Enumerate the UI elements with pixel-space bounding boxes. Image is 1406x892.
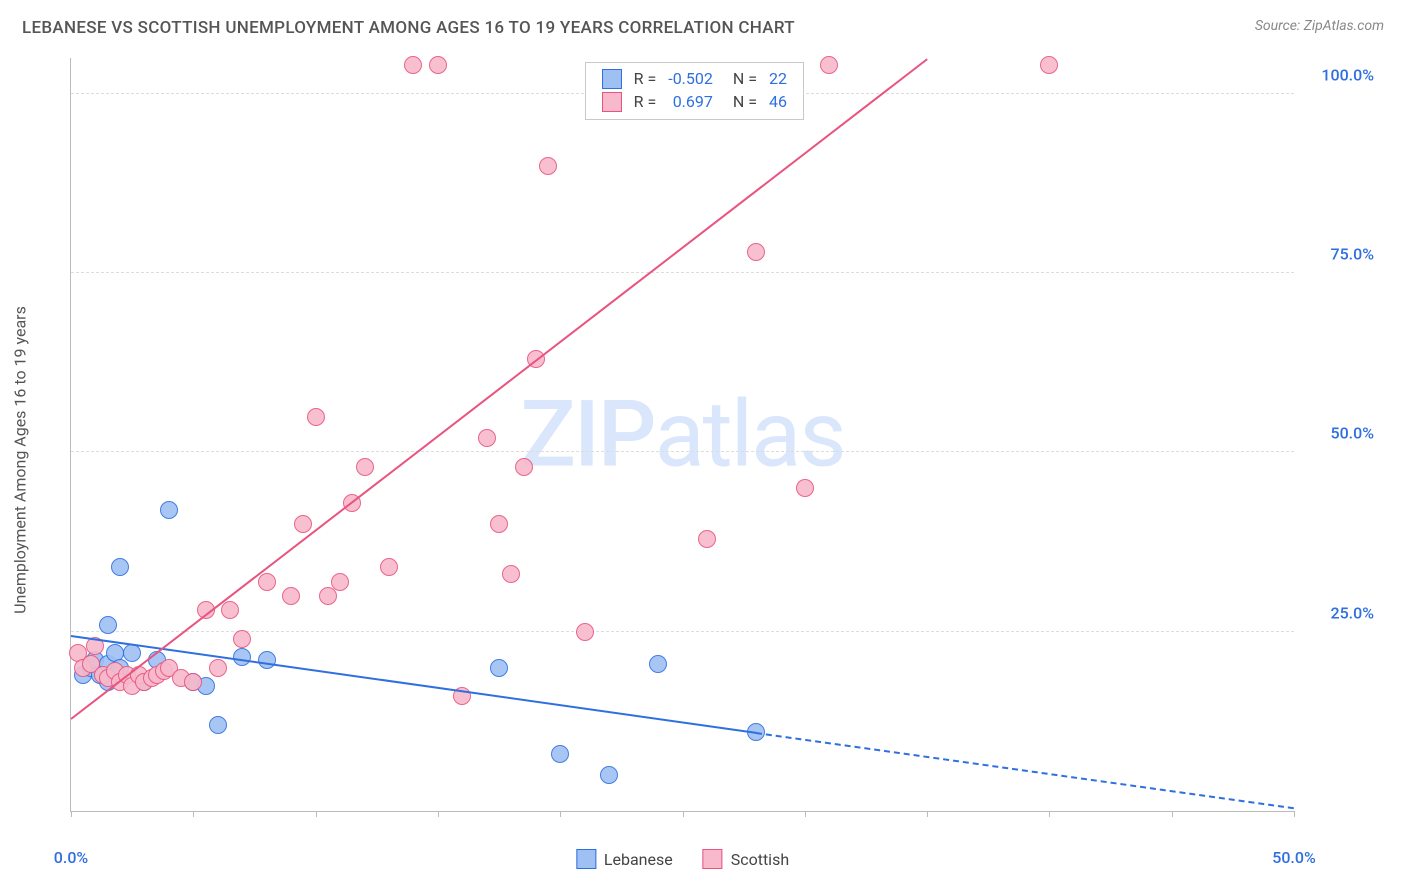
x-tick [71, 811, 72, 817]
data-point [820, 56, 838, 74]
data-point [258, 651, 276, 669]
watermark-zip: ZIP [520, 381, 654, 488]
data-point [490, 659, 508, 677]
data-point [282, 587, 300, 605]
data-point [380, 558, 398, 576]
data-point [796, 479, 814, 497]
legend-swatch [576, 849, 596, 869]
x-tick [1172, 811, 1173, 817]
legend-r-label: R = [628, 67, 663, 90]
trend-line [70, 58, 927, 719]
data-point [294, 515, 312, 533]
data-point [258, 573, 276, 591]
legend-n-label: N = [719, 67, 763, 90]
data-point [576, 623, 594, 641]
x-tick [438, 811, 439, 817]
legend-n-value: 22 [763, 67, 793, 90]
data-point [209, 659, 227, 677]
legend-item: Scottish [703, 849, 789, 869]
x-tick [1294, 811, 1295, 817]
data-point [747, 243, 765, 261]
y-tick-label: 100.0% [1304, 65, 1374, 84]
legend-swatch [602, 69, 622, 89]
y-axis-label: Unemployment Among Ages 16 to 19 years [11, 306, 30, 614]
data-point [319, 587, 337, 605]
data-point [1040, 56, 1058, 74]
data-point [429, 56, 447, 74]
gridline [71, 631, 1294, 632]
gridline [71, 451, 1294, 452]
series-legend: Lebanese Scottish [576, 849, 789, 869]
data-point [515, 458, 533, 476]
legend-r-label: R = [628, 90, 663, 113]
chart-title: LEBANESE VS SCOTTISH UNEMPLOYMENT AMONG … [22, 18, 795, 38]
data-point [478, 429, 496, 447]
trend-line [756, 732, 1294, 809]
plot-area: ZIPatlas 25.0%50.0%75.0%100.0%0.0%50.0%R… [70, 58, 1294, 812]
gridline [71, 272, 1294, 273]
data-point [307, 408, 325, 426]
legend-series-name: Lebanese [604, 850, 673, 869]
x-tick [1049, 811, 1050, 817]
data-point [649, 655, 667, 673]
legend-n-label: N = [719, 90, 763, 113]
data-point [600, 766, 618, 784]
data-point [698, 530, 716, 548]
legend-swatch [703, 849, 723, 869]
data-point [404, 56, 422, 74]
legend-r-value: -0.502 [662, 67, 719, 90]
y-tick-label: 50.0% [1304, 424, 1374, 443]
x-tick [805, 811, 806, 817]
y-tick-label: 75.0% [1304, 245, 1374, 264]
data-point [221, 601, 239, 619]
data-point [233, 630, 251, 648]
x-tick [683, 811, 684, 817]
correlation-legend: R =-0.502N =22 R =0.697N =46 [585, 62, 804, 120]
x-tick [560, 811, 561, 817]
x-tick [316, 811, 317, 817]
trend-line [71, 635, 756, 734]
data-point [502, 565, 520, 583]
x-tick [193, 811, 194, 817]
legend-item: Lebanese [576, 849, 673, 869]
data-point [184, 673, 202, 691]
data-point [233, 648, 251, 666]
data-point [111, 558, 129, 576]
data-point [539, 157, 557, 175]
legend-r-value: 0.697 [662, 90, 719, 113]
x-tick-label: 50.0% [1272, 848, 1316, 867]
data-point [331, 573, 349, 591]
chart-container: Unemployment Among Ages 16 to 19 years Z… [50, 48, 1384, 872]
legend-swatch [602, 92, 622, 112]
watermark: ZIPatlas [520, 381, 844, 488]
legend-n-value: 46 [763, 90, 793, 113]
legend-series-name: Scottish [731, 850, 789, 869]
data-point [490, 515, 508, 533]
data-point [209, 716, 227, 734]
data-point [356, 458, 374, 476]
source-attribution: Source: ZipAtlas.com [1255, 18, 1384, 34]
y-tick-label: 25.0% [1304, 603, 1374, 622]
data-point [99, 616, 117, 634]
x-tick [927, 811, 928, 817]
data-point [123, 644, 141, 662]
watermark-atlas: atlas [655, 381, 845, 488]
data-point [160, 501, 178, 519]
x-tick-label: 0.0% [54, 848, 88, 867]
data-point [551, 745, 569, 763]
